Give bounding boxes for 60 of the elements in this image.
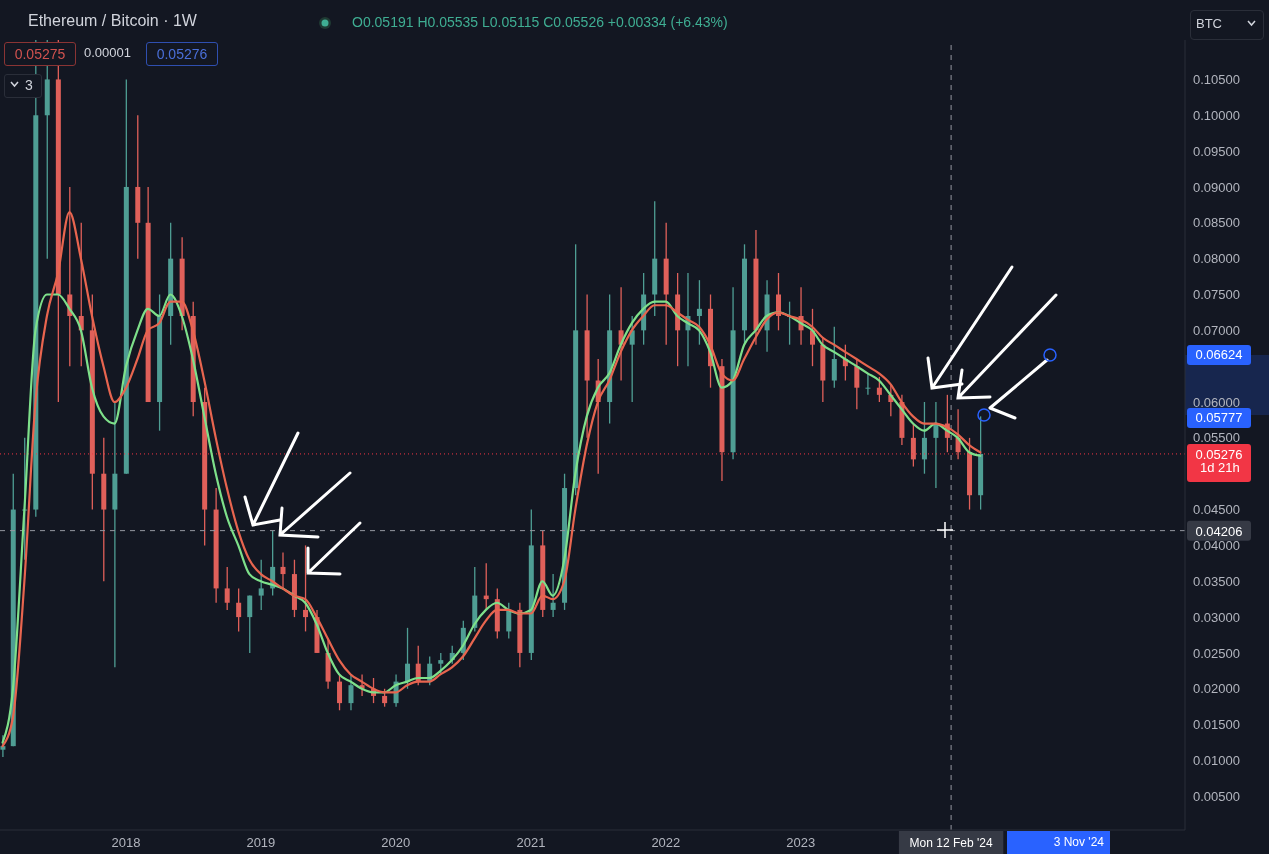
y-tick-label: 0.01500	[1193, 717, 1240, 733]
y-tick-label: 0.08500	[1193, 215, 1240, 231]
text: BTC	[1196, 16, 1222, 31]
candlestick	[550, 573, 556, 618]
y-tick-label: 0.04000	[1193, 538, 1240, 554]
y-tick-label: 0.10000	[1193, 107, 1240, 123]
candlestick	[865, 372, 871, 396]
chart-title: Ethereum / Bitcoin · 1W	[28, 12, 197, 30]
text: 1d 21h	[1200, 460, 1240, 475]
y-tick-label: 0.03000	[1193, 609, 1240, 625]
y-tick-label: 0.02000	[1193, 681, 1240, 697]
x-tick-label: 2022	[651, 835, 681, 851]
candlestick	[258, 559, 264, 611]
candlestick	[405, 627, 411, 690]
text: 0.05777	[1187, 408, 1251, 428]
y-tick-label: 0.09000	[1193, 179, 1240, 195]
y-tick-label: 0.07500	[1193, 287, 1240, 303]
y-tick-label: 0.10500	[1193, 72, 1240, 88]
candlestick	[224, 566, 230, 611]
candlestick	[506, 602, 512, 640]
y-tick-label: 0.00500	[1193, 788, 1240, 804]
annotation: 0.00001	[80, 43, 135, 62]
candlestick	[876, 376, 882, 403]
line-series	[1, 293, 982, 744]
annotation: 0.05275	[4, 42, 76, 66]
candlestick	[831, 326, 837, 389]
annotation: 3	[25, 77, 33, 93]
y-tick-label: 0.06000	[1193, 394, 1240, 410]
ref-line-label: 0.05276	[1195, 446, 1243, 462]
candlestick	[236, 587, 242, 633]
text: O0.05191 H0.05535 L0.05115 C0.05526 +0.00334 (+6.43%)	[352, 14, 728, 30]
y-tick-label: 0.04500	[1193, 502, 1240, 518]
candlestick	[854, 358, 860, 410]
candlestick	[438, 652, 444, 676]
y-tick-label: 0.08000	[1193, 251, 1240, 267]
x-tick-label: 2020	[381, 835, 411, 851]
text: 3 Nov '24	[1007, 831, 1110, 854]
y-tick-label: 0.07000	[1193, 322, 1240, 338]
x-tick-label: 2018	[111, 835, 141, 851]
x-tick-label: 2023	[786, 835, 816, 851]
y-tick-label: 0.09500	[1193, 143, 1240, 159]
annotation: 0.05276	[146, 42, 218, 66]
y-tick-label: 0.03500	[1193, 573, 1240, 589]
text: 0.06624	[1187, 345, 1251, 365]
y-tick-label: 0.01000	[1193, 753, 1240, 769]
candlestick	[337, 673, 343, 711]
candlestick	[921, 401, 927, 475]
candlestick	[303, 544, 309, 633]
candlestick	[348, 673, 354, 711]
ref-line-label: Mon 12 Feb '24	[909, 836, 993, 850]
x-tick-label: 2021	[516, 835, 546, 851]
x-tick-label: 2019	[246, 835, 276, 851]
candlestick	[696, 279, 702, 346]
y-tick-label: 0.02500	[1193, 645, 1240, 661]
y-tick-label: 0.05500	[1193, 430, 1240, 446]
ref-line-label: 0.04206	[1195, 523, 1243, 539]
candlestick	[910, 422, 916, 468]
candlestick	[629, 315, 635, 403]
candlestick	[247, 594, 253, 654]
candlestick	[280, 551, 286, 590]
